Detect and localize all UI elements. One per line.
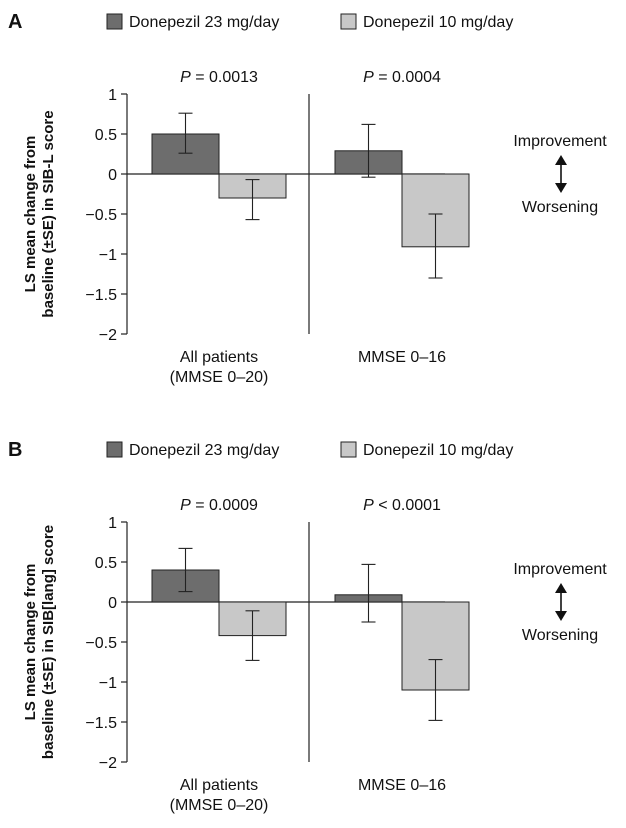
- y-tick-label: 1: [108, 87, 117, 104]
- category-label: (MMSE 0–20): [170, 369, 269, 386]
- chart-panel-b: B Donepezil 23 mg/day Donepezil 10 mg/day L…: [0, 428, 626, 828]
- y-tick-label: −0.5: [85, 207, 117, 224]
- improvement-label: Improvement: [513, 561, 607, 578]
- chart-a-svg: A Donepezil 23 mg/day Donepezil 10 mg/day L…: [8, 11, 607, 386]
- y-axis-label: LS mean change frombaseline (±SE) in SIB…: [22, 110, 57, 317]
- y-tick-label: −1: [99, 247, 117, 264]
- y-tick-label: 0: [108, 595, 117, 612]
- arrow-up-icon: [555, 583, 567, 593]
- y-axis-label-line: baseline (±SE) in SIB-L score: [40, 110, 57, 317]
- y-tick-label: −2: [99, 755, 117, 772]
- y-tick-label: 1: [108, 515, 117, 532]
- p-value-label: P = 0.0009: [180, 497, 258, 514]
- worsening-label: Worsening: [522, 199, 598, 216]
- arrow-down-icon: [555, 183, 567, 193]
- category-label: All patients: [180, 777, 258, 794]
- legend-entry-1: Donepezil 23 mg/day: [129, 442, 279, 459]
- panel-label: A: [8, 11, 22, 33]
- category-label: MMSE 0–16: [358, 777, 446, 794]
- y-tick-label: 0: [108, 167, 117, 184]
- legend-swatch-2: [340, 441, 357, 458]
- y-tick-label: 0.5: [95, 555, 117, 572]
- legend-entry-2: Donepezil 10 mg/day: [363, 442, 513, 459]
- legend-swatch-1: [106, 13, 123, 30]
- chart-panel-a: A Donepezil 23 mg/day Donepezil 10 mg/day L…: [0, 0, 626, 400]
- category-label: MMSE 0–16: [358, 349, 446, 366]
- y-tick-label: −2: [99, 327, 117, 344]
- y-axis-label-line: LS mean change from: [22, 564, 39, 721]
- legend-swatch-2: [340, 13, 357, 30]
- p-value-label: P < 0.0001: [363, 497, 441, 514]
- arrow-down-icon: [555, 611, 567, 621]
- p-value-label: P = 0.0013: [180, 69, 258, 86]
- chart-b-svg: B Donepezil 23 mg/day Donepezil 10 mg/day L…: [8, 439, 607, 814]
- legend-entry-2: Donepezil 10 mg/day: [363, 14, 513, 31]
- y-tick-label: 0.5: [95, 127, 117, 144]
- category-label: (MMSE 0–20): [170, 797, 269, 814]
- p-value-label: P = 0.0004: [363, 69, 441, 86]
- category-label: All patients: [180, 349, 258, 366]
- y-axis-label: LS mean change frombaseline (±SE) in SIB…: [22, 525, 57, 759]
- y-tick-label: −0.5: [85, 635, 117, 652]
- arrow-up-icon: [555, 155, 567, 165]
- y-tick-label: −1.5: [85, 287, 117, 304]
- y-axis-label-line: baseline (±SE) in SIB[lang] score: [40, 525, 57, 759]
- legend-swatch-1: [106, 441, 123, 458]
- y-axis-label-line: LS mean change from: [22, 136, 39, 293]
- legend-entry-1: Donepezil 23 mg/day: [129, 14, 279, 31]
- y-tick-label: −1.5: [85, 715, 117, 732]
- y-tick-label: −1: [99, 675, 117, 692]
- improvement-label: Improvement: [513, 133, 607, 150]
- panel-label: B: [8, 439, 22, 461]
- worsening-label: Worsening: [522, 627, 598, 644]
